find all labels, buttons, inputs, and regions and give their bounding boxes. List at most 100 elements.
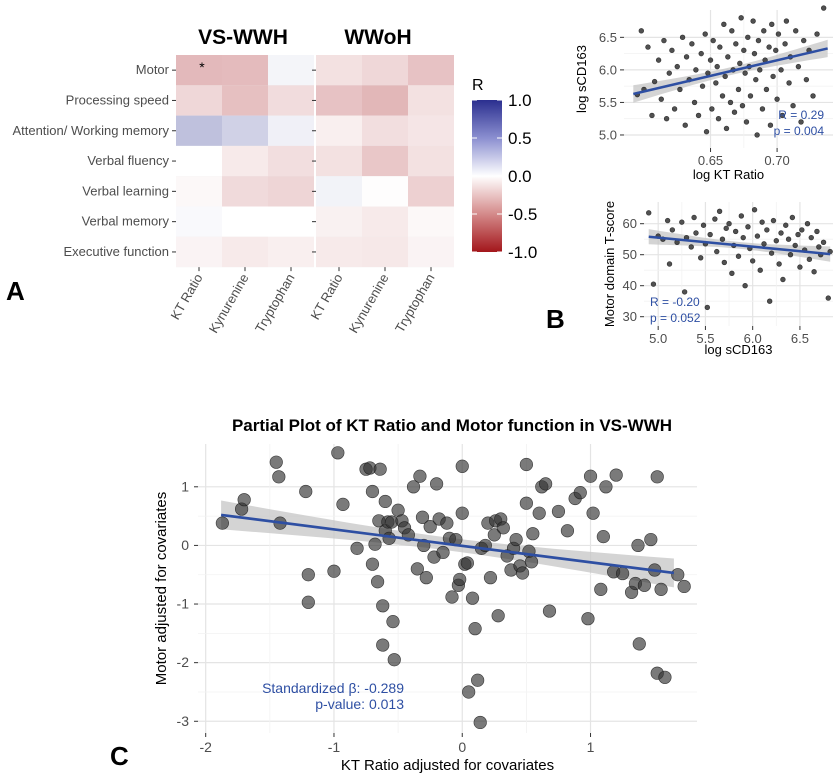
data-point (650, 281, 657, 287)
data-point (586, 506, 600, 520)
y-tick-label: 60 (623, 216, 637, 231)
data-point (688, 244, 694, 250)
legend-tick-label: 0.0 (508, 167, 532, 186)
y-axis-label: Motor adjusted for covariates (153, 492, 170, 685)
data-point (689, 41, 695, 47)
data-point (272, 470, 286, 484)
data-point (787, 252, 794, 258)
data-point (790, 102, 796, 109)
heatmap-cell (362, 176, 408, 207)
heatmap-column-label: KT Ratio (167, 271, 205, 322)
heatmap-cell (268, 55, 314, 86)
data-point (697, 255, 704, 261)
data-point (609, 468, 623, 482)
data-point (378, 494, 392, 509)
data-point (737, 60, 743, 67)
data-point (532, 506, 546, 520)
data-point (759, 219, 765, 225)
data-point (751, 207, 758, 213)
data-point (814, 31, 820, 37)
data-point (336, 497, 350, 511)
data-point (471, 673, 485, 687)
color-legend: R 1.0 0.5 0.0 -0.5 -1.0 (472, 77, 537, 262)
heatmap-cell (316, 236, 362, 268)
panel-c-title: Partial Plot of KT Ratio and Motor funct… (232, 416, 672, 435)
data-point (524, 555, 539, 569)
data-point (455, 506, 469, 520)
data-point (702, 31, 708, 37)
data-point (650, 470, 664, 484)
data-point (714, 63, 720, 70)
data-point (723, 225, 729, 232)
heatmap-cell (268, 115, 314, 146)
data-point (767, 122, 774, 128)
stat-annotation: R = -0.20 (650, 295, 700, 309)
x-tick-label: 0.70 (764, 153, 789, 168)
heatmap-cell (176, 115, 222, 146)
data-point (703, 129, 710, 135)
heatmap-row-label: Motor (136, 62, 170, 77)
facet-title-wwoh: WWoH (344, 26, 411, 49)
data-point (774, 96, 780, 102)
data-point (462, 685, 476, 699)
heatmap-row-label: Processing speed (66, 92, 169, 107)
data-point (560, 524, 575, 538)
x-tick-label: -2 (199, 739, 212, 755)
data-point (368, 537, 382, 551)
heatmap-cell (408, 145, 454, 177)
data-point (793, 28, 799, 34)
data-point (632, 637, 646, 651)
data-point (704, 304, 711, 311)
heatmap-cell (408, 115, 454, 146)
data-point (721, 21, 727, 28)
data-point (583, 469, 598, 483)
x-tick-label: 5.0 (649, 331, 667, 346)
data-point (669, 227, 676, 233)
heatmap-cell (408, 206, 454, 237)
data-point (816, 244, 822, 250)
heatmap-cell (316, 85, 362, 116)
significance-mark: * (199, 59, 205, 75)
y-tick-label: 6.5 (599, 30, 617, 45)
stat-annotation: Standardized β: -0.289 (262, 680, 404, 696)
data-point (780, 276, 786, 283)
data-point (638, 28, 645, 34)
data-point (674, 63, 680, 70)
data-point (700, 222, 707, 228)
data-point (732, 228, 739, 235)
data-point (651, 78, 658, 85)
heatmap-column-label: Tryptophan (392, 271, 438, 335)
legend-tick-label: -0.5 (508, 205, 537, 224)
data-point (747, 93, 754, 99)
data-point (373, 462, 387, 476)
data-point (722, 73, 728, 80)
data-point (269, 455, 283, 469)
x-tick-label: -1 (328, 739, 341, 755)
data-point (658, 670, 672, 684)
data-point (786, 80, 792, 86)
data-point (726, 221, 732, 227)
data-point (237, 493, 251, 507)
data-point (745, 224, 751, 230)
data-point (754, 233, 761, 239)
heatmap-cell (222, 85, 268, 116)
data-point (778, 230, 784, 236)
heatmap-column-label: Tryptophan (252, 271, 298, 335)
data-point (663, 116, 670, 122)
heatmap-cell (316, 115, 362, 146)
heatmap-cells: * (176, 55, 454, 268)
heatmap-cell (222, 236, 268, 268)
heatmap-cell (222, 176, 268, 207)
data-point (738, 15, 744, 21)
legend-title: R (472, 77, 484, 94)
heatmap-cell (222, 55, 268, 86)
data-point (376, 638, 390, 652)
heatmap-row-label: Attention/ Working memory (12, 123, 169, 138)
x-tick-label: 5.5 (696, 331, 714, 346)
data-point (542, 604, 557, 618)
data-point (770, 73, 776, 80)
heatmap-column-label: KT Ratio (307, 271, 345, 322)
y-axis-label: log sCD163 (574, 45, 589, 113)
data-point (782, 41, 788, 47)
data-point (719, 93, 726, 99)
